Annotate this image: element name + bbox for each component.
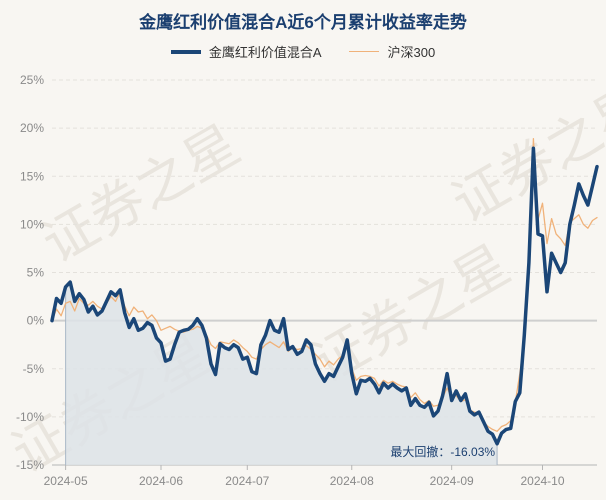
fund-series-line	[50, 146, 599, 446]
y-tick-label: -5%	[23, 362, 45, 376]
watermark-text: 证券之星	[301, 233, 520, 396]
legend-label-index: 沪深300	[387, 45, 436, 60]
drawdown-area	[65, 282, 498, 465]
chart-title: 金鹰红利价值混合A近6个月累计收益率走势	[139, 13, 467, 32]
y-tick-label: -15%	[16, 458, 44, 472]
legend-item-index[interactable]: 沪深300	[349, 42, 435, 61]
legend-swatch-fund	[170, 49, 201, 54]
x-tick-label: 2024-06	[139, 474, 183, 488]
x-tick-label: 2024-10	[520, 474, 564, 488]
y-tick-label: 15%	[20, 169, 44, 183]
x-tick-label: 2024-07	[225, 474, 269, 488]
chart-legend: 金鹰红利价值混合A 沪深300	[0, 42, 606, 61]
index-series-line	[51, 138, 598, 432]
legend-label-fund: 金鹰红利价值混合A	[208, 45, 322, 60]
legend-swatch-index	[349, 51, 380, 52]
y-tick-label: 20%	[20, 121, 44, 135]
watermark-text: 证券之星	[441, 73, 606, 236]
max-drawdown-label: 最大回撤：-16.03%	[390, 444, 495, 459]
y-tick-label: 25%	[20, 73, 44, 87]
x-tick-label: 2024-08	[330, 474, 374, 488]
y-tick-label: 5%	[27, 266, 45, 280]
y-tick-label: 10%	[20, 217, 44, 231]
y-tick-label: -10%	[16, 410, 44, 424]
x-tick-label: 2024-05	[44, 474, 88, 488]
y-tick-label: 0%	[27, 314, 45, 328]
watermark-text: 证券之星	[31, 113, 250, 276]
x-tick-label: 2024-09	[430, 474, 474, 488]
legend-item-fund[interactable]: 金鹰红利价值混合A	[170, 42, 322, 61]
